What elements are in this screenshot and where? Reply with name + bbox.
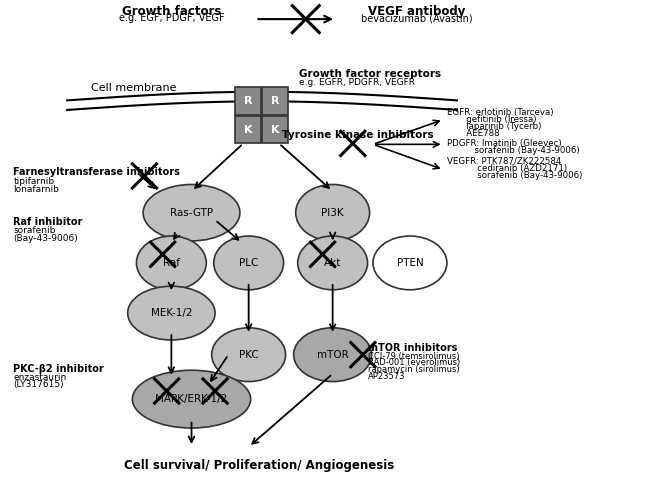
Text: Ras-GTP: Ras-GTP bbox=[170, 208, 213, 217]
Text: e.g. EGFR, PDGFR, VEGFR: e.g. EGFR, PDGFR, VEGFR bbox=[299, 78, 415, 87]
Text: Raf inhibitor: Raf inhibitor bbox=[13, 217, 83, 228]
Text: gefitinib (Iressa): gefitinib (Iressa) bbox=[447, 115, 536, 124]
Text: R: R bbox=[271, 96, 279, 106]
Text: VEGF antibody: VEGF antibody bbox=[368, 5, 465, 18]
Text: Cell membrane: Cell membrane bbox=[91, 84, 176, 93]
Text: EGFR: erlotinib (Tarceva): EGFR: erlotinib (Tarceva) bbox=[447, 108, 553, 117]
Text: bevacizumab (Avastin): bevacizumab (Avastin) bbox=[361, 13, 472, 23]
Text: sorafenib (Bay-43-9006): sorafenib (Bay-43-9006) bbox=[447, 171, 582, 180]
Text: e.g. EGF, PDGF, VEGF: e.g. EGF, PDGF, VEGF bbox=[118, 13, 224, 23]
Text: PTEN: PTEN bbox=[396, 258, 423, 268]
Ellipse shape bbox=[373, 236, 447, 290]
Text: cediranib (AZD2171): cediranib (AZD2171) bbox=[447, 164, 567, 173]
Text: R: R bbox=[244, 96, 252, 106]
Text: Raf: Raf bbox=[163, 258, 180, 268]
Text: Farnesyltransferase inhibitors: Farnesyltransferase inhibitors bbox=[13, 167, 180, 177]
Text: PI3K: PI3K bbox=[321, 208, 344, 217]
Text: enzastaurin: enzastaurin bbox=[13, 373, 67, 382]
Text: Tyrosine kinase inhibitors: Tyrosine kinase inhibitors bbox=[282, 130, 434, 140]
Text: MEK-1/2: MEK-1/2 bbox=[151, 308, 192, 318]
Text: (LY317615): (LY317615) bbox=[13, 380, 64, 390]
Text: (Bay-43-9006): (Bay-43-9006) bbox=[13, 234, 78, 243]
Text: PDGFR: Imatinib (Gleevec): PDGFR: Imatinib (Gleevec) bbox=[447, 139, 562, 148]
Text: MAPK/ERK-1/2: MAPK/ERK-1/2 bbox=[155, 394, 228, 404]
Ellipse shape bbox=[296, 185, 370, 241]
Text: AEE788: AEE788 bbox=[447, 129, 499, 138]
Text: K: K bbox=[244, 125, 252, 134]
Bar bbox=[262, 87, 288, 115]
Text: lonafarnib: lonafarnib bbox=[13, 185, 59, 194]
Ellipse shape bbox=[298, 236, 368, 290]
Text: Cell survival/ Proliferation/ Angiogenesis: Cell survival/ Proliferation/ Angiogenes… bbox=[124, 459, 394, 472]
Ellipse shape bbox=[128, 286, 215, 340]
Text: Growth factors: Growth factors bbox=[122, 5, 221, 18]
Ellipse shape bbox=[136, 236, 206, 290]
Text: PKC-β2 inhibitor: PKC-β2 inhibitor bbox=[13, 364, 104, 374]
Text: laparinib (Tycerb): laparinib (Tycerb) bbox=[447, 122, 541, 131]
Text: mTOR inhibitors: mTOR inhibitors bbox=[368, 343, 458, 353]
Ellipse shape bbox=[143, 185, 240, 241]
Text: PKC: PKC bbox=[239, 350, 259, 359]
Text: sorafenib (Bay-43-9006): sorafenib (Bay-43-9006) bbox=[447, 146, 579, 155]
Text: AP23573: AP23573 bbox=[368, 372, 406, 381]
Text: CCI-79 (temsirolimus): CCI-79 (temsirolimus) bbox=[368, 352, 460, 361]
Bar bbox=[235, 87, 261, 115]
Text: Akt: Akt bbox=[324, 258, 341, 268]
Ellipse shape bbox=[132, 370, 251, 428]
Bar bbox=[235, 116, 261, 143]
Text: RAD-001 (everolimus): RAD-001 (everolimus) bbox=[368, 358, 460, 368]
Text: tipifarnib: tipifarnib bbox=[13, 177, 54, 186]
Text: PLC: PLC bbox=[239, 258, 258, 268]
Text: mTOR: mTOR bbox=[317, 350, 349, 359]
Text: Growth factor receptors: Growth factor receptors bbox=[299, 69, 441, 79]
Text: sorafenib: sorafenib bbox=[13, 226, 56, 235]
Text: K: K bbox=[271, 125, 279, 134]
Text: rapamycin (sirolimus): rapamycin (sirolimus) bbox=[368, 365, 460, 374]
Ellipse shape bbox=[294, 328, 372, 381]
Bar bbox=[262, 116, 288, 143]
Text: VEGFR: PTK787/ZK222584: VEGFR: PTK787/ZK222584 bbox=[447, 157, 561, 166]
Ellipse shape bbox=[212, 328, 286, 381]
Ellipse shape bbox=[214, 236, 284, 290]
